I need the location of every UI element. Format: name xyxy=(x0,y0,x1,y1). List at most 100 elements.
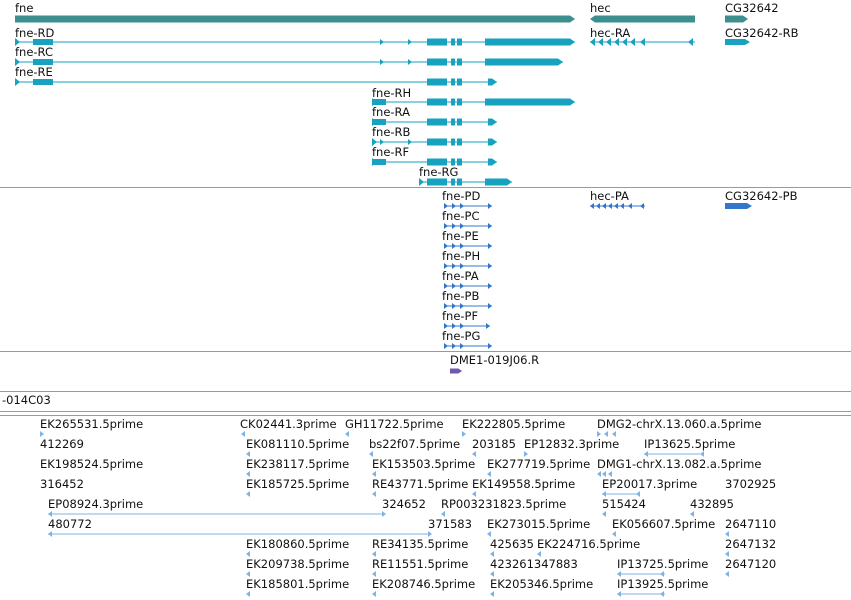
strand-arrow[interactable] xyxy=(488,283,492,289)
est-arrow[interactable] xyxy=(602,511,606,517)
protein-label[interactable]: fne-PG xyxy=(442,329,481,343)
strand-arrow[interactable] xyxy=(488,223,492,229)
est-label[interactable]: 2647132 xyxy=(725,537,777,551)
exon-block[interactable] xyxy=(33,59,53,65)
strand-arrow[interactable] xyxy=(608,203,612,209)
est-label[interactable]: EK273015.5prime xyxy=(487,517,591,531)
exon-block[interactable] xyxy=(451,78,455,86)
transcript-label[interactable]: fne-RE xyxy=(15,65,53,79)
est-arrow[interactable] xyxy=(617,571,621,577)
est-arrow[interactable] xyxy=(428,531,432,537)
est-label[interactable]: 432895 xyxy=(690,497,734,511)
gene-bar[interactable] xyxy=(725,15,748,23)
strand-arrow[interactable] xyxy=(444,263,448,269)
strand-arrow[interactable] xyxy=(15,58,20,66)
exon-block[interactable] xyxy=(488,158,497,166)
est-arrow[interactable] xyxy=(382,511,386,517)
protein-label[interactable]: fne-PF xyxy=(442,309,479,323)
est-label[interactable]: EK224716.5prime xyxy=(537,537,641,551)
est-arrow[interactable] xyxy=(246,591,250,597)
exon-block[interactable] xyxy=(427,138,447,146)
est-label[interactable]: CK02441.3prime xyxy=(240,417,337,431)
strand-arrow[interactable] xyxy=(488,303,492,309)
est-arrow[interactable] xyxy=(241,431,245,437)
est-label[interactable]: 203185 xyxy=(472,437,516,451)
strand-arrow[interactable] xyxy=(488,343,492,349)
est-arrow[interactable] xyxy=(537,551,541,557)
est-arrow[interactable] xyxy=(490,591,494,597)
strand-arrow[interactable] xyxy=(590,38,595,46)
exon-block[interactable] xyxy=(372,99,386,105)
exon-block[interactable] xyxy=(725,39,750,45)
strand-arrow[interactable] xyxy=(596,203,600,209)
strand-arrow[interactable] xyxy=(488,243,492,249)
transcript-label[interactable]: fne-RH xyxy=(372,86,412,100)
est-label[interactable]: EP20017.3prime xyxy=(602,477,698,491)
strand-arrow[interactable] xyxy=(452,303,456,309)
est-arrow[interactable] xyxy=(372,571,376,577)
exon-block[interactable] xyxy=(451,158,455,166)
est-label[interactable]: 515424 xyxy=(602,497,646,511)
est-arrow[interactable] xyxy=(490,571,494,577)
strand-arrow[interactable] xyxy=(460,303,464,309)
protein-label[interactable]: fne-PC xyxy=(442,209,480,223)
strand-arrow[interactable] xyxy=(380,139,384,145)
clone-label[interactable]: -014C03 xyxy=(2,393,51,407)
est-label[interactable]: IP13625.5prime xyxy=(644,437,736,451)
clone-label[interactable]: DME1-019J06.R xyxy=(450,353,540,367)
exon-block[interactable] xyxy=(451,118,455,126)
est-label[interactable]: GH11722.5prime xyxy=(345,417,444,431)
gene-bar[interactable] xyxy=(590,15,695,23)
est-arrow[interactable] xyxy=(246,551,250,557)
exon-block[interactable] xyxy=(427,178,447,186)
est-label[interactable]: EK277719.5prime xyxy=(487,457,591,471)
est-arrow[interactable] xyxy=(372,551,376,557)
exon-block[interactable] xyxy=(372,119,386,125)
exon-block[interactable] xyxy=(427,98,447,106)
est-arrow[interactable] xyxy=(487,531,491,537)
strand-arrow[interactable] xyxy=(452,243,456,249)
gene-label[interactable]: CG32642 xyxy=(725,1,779,15)
exon-block[interactable] xyxy=(451,138,455,146)
strand-arrow[interactable] xyxy=(380,59,384,65)
est-arrow[interactable] xyxy=(524,451,528,457)
exon-block[interactable] xyxy=(488,138,497,146)
exon-block[interactable] xyxy=(33,39,53,45)
strand-arrow[interactable] xyxy=(614,38,619,46)
transcript-label[interactable]: fne-RF xyxy=(372,145,410,159)
exon-block[interactable] xyxy=(457,38,462,46)
strand-arrow[interactable] xyxy=(419,178,424,186)
exon-block[interactable] xyxy=(503,178,512,186)
gene-bar[interactable] xyxy=(15,15,568,23)
est-label[interactable]: 480772 xyxy=(48,517,92,531)
est-arrow[interactable] xyxy=(40,431,44,437)
strand-arrow[interactable] xyxy=(408,59,412,65)
exon-block[interactable] xyxy=(485,38,566,46)
strand-arrow[interactable] xyxy=(444,243,448,249)
exon-block[interactable] xyxy=(451,178,455,186)
gene-label[interactable]: hec xyxy=(590,1,611,15)
exon-block[interactable] xyxy=(451,38,455,46)
strand-arrow[interactable] xyxy=(460,343,464,349)
strand-arrow[interactable] xyxy=(452,283,456,289)
exon-block[interactable] xyxy=(457,158,462,166)
est-arrow[interactable] xyxy=(602,471,606,477)
strand-arrow[interactable] xyxy=(444,283,448,289)
strand-arrow[interactable] xyxy=(640,203,644,209)
est-arrow[interactable] xyxy=(372,471,376,477)
est-label[interactable]: RE43771.5prime xyxy=(372,477,469,491)
est-arrow[interactable] xyxy=(612,431,616,437)
strand-arrow[interactable] xyxy=(488,203,492,209)
strand-arrow[interactable] xyxy=(452,343,456,349)
strand-arrow[interactable] xyxy=(488,263,492,269)
strand-arrow[interactable] xyxy=(444,223,448,229)
exon-block[interactable] xyxy=(554,58,563,66)
est-label[interactable]: 425635 xyxy=(490,537,534,551)
strand-arrow[interactable] xyxy=(486,323,490,329)
protein-label[interactable]: fne-PH xyxy=(442,249,481,263)
est-label[interactable]: EK153503.5prime xyxy=(372,457,476,471)
est-arrow[interactable] xyxy=(345,431,349,437)
est-label[interactable]: EP08924.3prime xyxy=(48,497,144,511)
exon-block[interactable] xyxy=(566,98,575,106)
strand-arrow[interactable] xyxy=(688,38,693,46)
